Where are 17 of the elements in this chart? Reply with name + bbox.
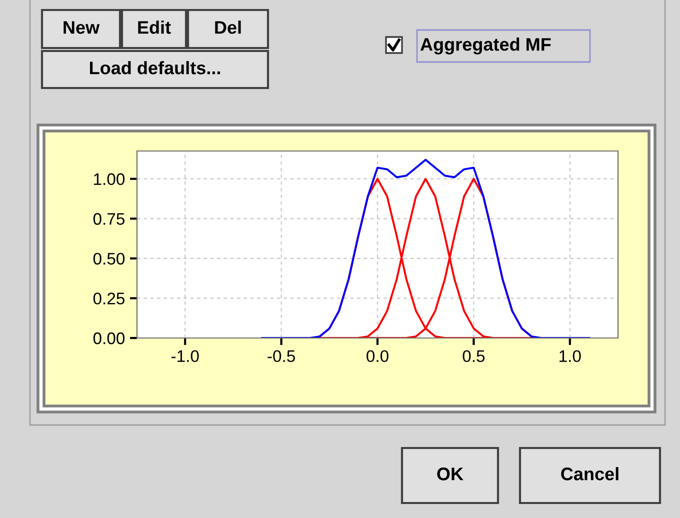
x-tick-label: 1.0 bbox=[560, 350, 581, 362]
text: OK bbox=[437, 468, 464, 480]
text: Cancel bbox=[561, 467, 618, 480]
text: Load defaults... bbox=[90, 61, 220, 74]
text: Aggregated MF bbox=[420, 38, 551, 54]
y-tick-label: 0.75 bbox=[93, 213, 124, 225]
y-tick-label: 0.00 bbox=[93, 332, 125, 344]
y-tick-label: 1.00 bbox=[94, 173, 125, 186]
y-tick-label: 0.50 bbox=[93, 252, 125, 265]
x-tick-label: 0.5 bbox=[462, 350, 485, 362]
text: Del bbox=[215, 20, 241, 34]
text: New bbox=[64, 21, 100, 34]
y-tick-label: 0.25 bbox=[93, 292, 124, 304]
text: Edit bbox=[138, 20, 171, 34]
x-tick-label: -1.0 bbox=[171, 350, 199, 362]
x-tick-label: 0.0 bbox=[366, 350, 388, 362]
x-tick-label: -0.5 bbox=[268, 350, 295, 362]
